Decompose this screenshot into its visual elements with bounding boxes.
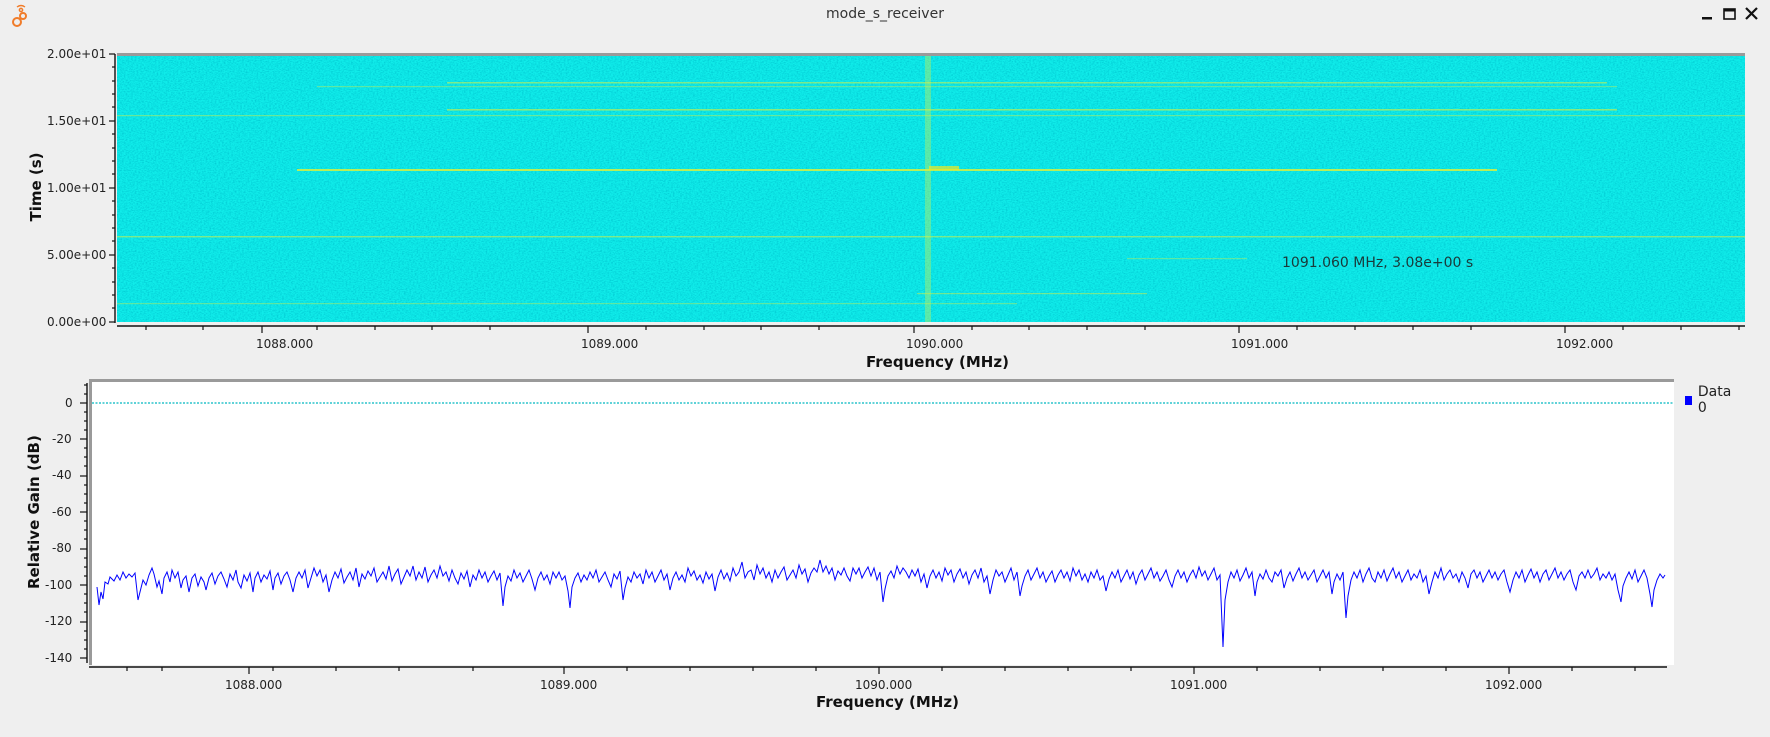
psd-x-axis-title: Frequency (MHz)	[816, 693, 959, 711]
waterfall-y-tick: 2.00e+01	[47, 47, 107, 61]
legend-item-data-0[interactable]: Data 0	[1685, 384, 1733, 416]
window-title: mode_s_receiver	[826, 6, 944, 22]
psd-x-tick: 1090.000	[855, 678, 913, 692]
gnuradio-icon	[10, 4, 32, 28]
waterfall-x-tick: 1090.000	[906, 337, 964, 351]
waterfall-x-axis-title: Frequency (MHz)	[866, 353, 1009, 371]
psd-y-tick: -80	[52, 541, 72, 555]
psd-x-tick: 1092.000	[1485, 678, 1543, 692]
psd-y-axis	[80, 383, 88, 663]
psd-y-tick: -60	[52, 505, 72, 519]
close-icon	[1745, 7, 1758, 20]
psd-x-axis	[89, 666, 1667, 674]
title-bar: mode_s_receiver	[0, 0, 1770, 30]
close-button[interactable]	[1742, 4, 1762, 24]
legend-label: Data 0	[1697, 384, 1732, 416]
waterfall-y-tick: 0.00e+00	[47, 315, 107, 329]
waterfall-y-tick: 1.00e+01	[47, 181, 107, 195]
data-0-trace	[96, 559, 1666, 648]
psd-canvas[interactable]	[89, 379, 1674, 665]
psd-y-axis-title: Relative Gain (dB)	[25, 435, 43, 589]
waterfall-canvas[interactable]: 1091.060 MHz, 3.08e+00 s	[117, 53, 1745, 322]
psd-y-tick: -140	[45, 651, 73, 665]
psd-x-tick: 1089.000	[540, 678, 598, 692]
waterfall-y-tick: 5.00e+00	[47, 248, 107, 262]
psd-y-tick: -40	[52, 468, 72, 482]
psd-x-tick: 1088.000	[225, 678, 283, 692]
minimize-icon	[1702, 17, 1712, 20]
psd-y-tick: 0	[65, 396, 73, 410]
waterfall-y-tick: 1.50e+01	[47, 114, 107, 128]
waterfall-y-axis	[109, 53, 116, 323]
minimize-button[interactable]	[1698, 4, 1718, 24]
psd-y-tick: -100	[45, 578, 73, 592]
maximize-button[interactable]	[1720, 4, 1740, 24]
legend-swatch	[1685, 395, 1692, 405]
cursor-readout: 1091.060 MHz, 3.08e+00 s	[1282, 255, 1474, 271]
waterfall-x-axis	[117, 325, 1745, 333]
waterfall-x-tick: 1089.000	[581, 337, 639, 351]
maximize-icon	[1723, 8, 1736, 20]
psd-y-tick: -120	[45, 614, 73, 628]
waterfall-x-tick: 1091.000	[1231, 337, 1289, 351]
waterfall-y-axis-title: Time (s)	[27, 152, 45, 222]
psd-x-tick: 1091.000	[1170, 678, 1228, 692]
waterfall-x-tick: 1092.000	[1556, 337, 1614, 351]
psd-y-tick: -20	[52, 432, 72, 446]
waterfall-x-tick: 1088.000	[256, 337, 314, 351]
